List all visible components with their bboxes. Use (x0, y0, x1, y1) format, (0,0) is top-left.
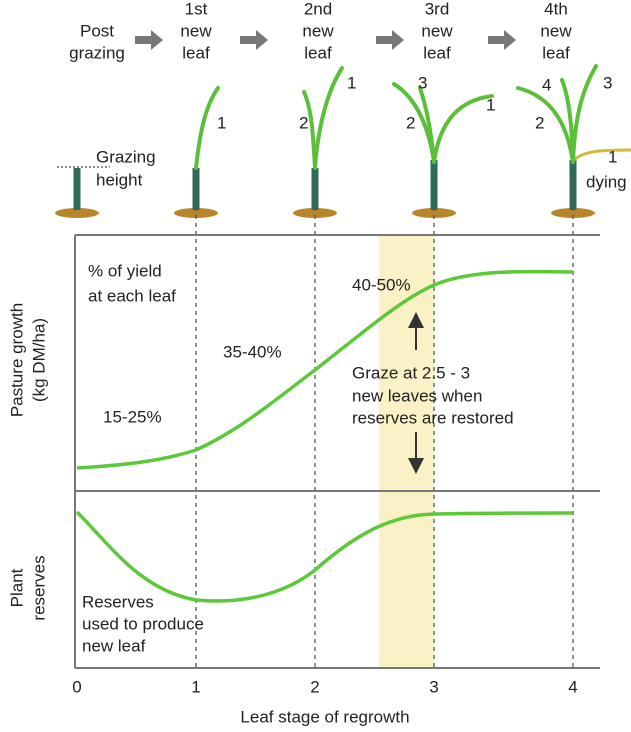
stage-header: Post grazing 1st new leaf 2nd new leaf 3… (69, 0, 572, 62)
y-axis-label: Plant (7, 568, 26, 607)
annotation: new leaves when (352, 386, 482, 405)
leaf (194, 86, 220, 170)
leaf-number: 1 (347, 73, 356, 92)
leaf (392, 82, 436, 164)
stage-label: grazing (69, 43, 125, 62)
annotation: at each leaf (88, 286, 176, 305)
soil (551, 208, 595, 218)
y-axis-label: reserves (29, 555, 48, 620)
stage-label: 3rd (425, 0, 450, 18)
annotation: height (96, 170, 143, 189)
annotation: reserves are restored (352, 408, 514, 427)
annotation: 40-50% (352, 275, 411, 294)
stage-label: 4th (544, 0, 568, 18)
x-tick-label: 2 (310, 677, 319, 696)
leaf (571, 64, 598, 164)
leaf (302, 90, 317, 170)
soil (174, 208, 218, 218)
leaf-number: 2 (406, 113, 415, 132)
leaf-number: 1 (217, 113, 226, 132)
stage-arrow (376, 30, 404, 50)
stage-arrow (488, 30, 516, 50)
stage-label: Post (80, 21, 114, 40)
gridlines (195, 175, 574, 668)
soil (55, 208, 99, 218)
stage-label: new (540, 21, 572, 40)
soil (412, 208, 456, 218)
stage-label: 2nd (304, 0, 332, 18)
leaf-number: 1 (486, 95, 495, 114)
stage-label: new (302, 21, 334, 40)
annotation: Graze at 2.5 - 3 (352, 363, 470, 382)
x-axis-label: Leaf stage of regrowth (240, 707, 409, 726)
annotation: 15-25% (103, 407, 162, 426)
plants: Grazing height 1 1 2 1 2 3 1 2 3 4 dying (55, 64, 631, 218)
annotation: used to produce (82, 614, 204, 633)
axis-frame (74, 234, 600, 669)
stage-label: new (421, 21, 453, 40)
stage-label: leaf (542, 43, 570, 62)
graze-window (379, 235, 434, 668)
stage-label: leaf (423, 43, 451, 62)
x-tick-label: 0 (72, 677, 81, 696)
leaf-number: 4 (542, 75, 551, 94)
annotation: Grazing (96, 147, 156, 166)
growth-curve (76, 269, 574, 470)
stage-arrow (135, 30, 163, 50)
stage-label: 1st (185, 0, 208, 18)
stage-label: new (180, 21, 212, 40)
leaf-number: 3 (603, 73, 612, 92)
stage-label: leaf (304, 43, 332, 62)
leaf-number: 1 (608, 147, 617, 166)
y-axis-label: (kg DM/ha) (29, 318, 48, 402)
annotation: new leaf (82, 636, 146, 655)
x-tick-label: 3 (429, 677, 438, 696)
x-tick-label: 1 (191, 677, 200, 696)
leaf-number: 2 (299, 113, 308, 132)
stage-arrow (240, 30, 268, 50)
leaf-number: 2 (535, 113, 544, 132)
leaf-number: 3 (418, 73, 427, 92)
annotation: dying (586, 172, 627, 191)
y-axis-label: Pasture growth (7, 303, 26, 417)
annotation: 35-40% (223, 342, 282, 361)
annotation: Reserves (82, 592, 154, 611)
leaf (432, 94, 494, 164)
soil (293, 208, 337, 218)
annotation: % of yield (88, 261, 162, 280)
reserves-curve (75, 510, 574, 603)
leaf (313, 66, 344, 170)
x-tick-label: 4 (568, 677, 577, 696)
dying-leaf (572, 148, 631, 162)
stage-label: leaf (182, 43, 210, 62)
leaf (516, 86, 575, 164)
